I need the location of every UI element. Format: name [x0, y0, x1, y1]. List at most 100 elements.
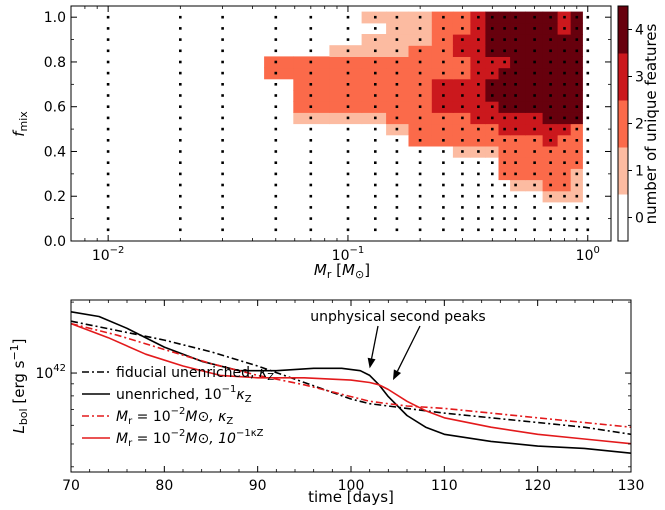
grid-marker [533, 105, 536, 108]
grid-marker [274, 172, 278, 176]
grid-marker [274, 183, 278, 187]
grid-marker [549, 15, 552, 19]
grid-marker [346, 49, 350, 53]
grid-marker [575, 172, 579, 176]
grid-marker [549, 194, 552, 198]
grid-marker [477, 139, 480, 142]
colorbar-segment [618, 194, 628, 242]
grid-marker [491, 183, 494, 187]
grid-marker [503, 105, 506, 108]
annotation-arrow-shaft [396, 325, 421, 372]
grid-marker [179, 83, 182, 86]
grid-marker [221, 116, 224, 120]
grid-marker [442, 60, 445, 64]
grid-marker [503, 172, 506, 176]
grid-marker [533, 38, 536, 41]
grid-marker [274, 206, 278, 209]
grid-marker [346, 150, 350, 153]
grid-marker [503, 217, 506, 220]
grid-marker [461, 172, 464, 176]
heatmap-cell [510, 22, 526, 35]
grid-marker [514, 194, 517, 198]
grid-marker [549, 150, 552, 153]
grid-marker [477, 206, 480, 209]
grid-marker [374, 116, 377, 120]
grid-marker [274, 15, 278, 19]
grid-marker [442, 105, 445, 108]
grid-marker [395, 194, 399, 198]
grid-marker [563, 127, 566, 131]
grid-marker [274, 217, 278, 220]
grid-marker [374, 94, 377, 97]
grid-marker [374, 161, 377, 164]
heatmap-cell [510, 56, 526, 69]
grid-marker [549, 183, 552, 187]
grid-marker [533, 27, 536, 30]
grid-marker [346, 139, 350, 142]
grid-marker [179, 116, 182, 120]
grid-marker [418, 49, 422, 53]
grid-marker [346, 27, 350, 30]
grid-marker [418, 116, 422, 120]
x-tick-label: 100 [338, 478, 365, 494]
grid-marker [549, 105, 552, 108]
grid-marker [418, 194, 422, 198]
grid-marker [549, 206, 552, 209]
grid-marker [179, 217, 182, 220]
grid-marker [461, 217, 464, 220]
grid-marker [533, 206, 536, 209]
grid-marker [533, 83, 536, 86]
grid-marker [575, 127, 579, 131]
grid-marker [575, 83, 579, 86]
grid-marker [514, 71, 517, 75]
grid-marker [274, 71, 278, 75]
x-tick-label: 70 [62, 478, 80, 494]
grid-marker [106, 150, 110, 153]
grid-marker [374, 15, 377, 19]
series-line [70, 322, 632, 428]
grid-marker [418, 228, 422, 232]
colorbar-segment [618, 100, 628, 148]
grid-marker [491, 217, 494, 220]
grid-marker [503, 15, 506, 19]
grid-marker [563, 27, 566, 30]
grid-marker [575, 27, 579, 30]
grid-marker [563, 183, 566, 187]
grid-marker [461, 161, 464, 164]
legend-label: Mr = 10−2M⊙, 10−1κZ [116, 428, 264, 449]
grid-marker [575, 217, 579, 220]
grid-marker [274, 150, 278, 153]
grid-marker [533, 15, 536, 19]
grid-marker [179, 228, 182, 232]
grid-marker [346, 71, 350, 75]
grid-marker [221, 150, 224, 153]
grid-marker [179, 94, 182, 97]
grid-marker [309, 105, 313, 108]
grid-marker [563, 83, 566, 86]
grid-marker [563, 105, 566, 108]
grid-marker [575, 15, 579, 19]
grid-marker [418, 183, 422, 187]
grid-marker [563, 15, 566, 19]
grid-marker [346, 105, 350, 108]
heatmap-cell [510, 179, 526, 192]
heatmap-cell [329, 56, 363, 69]
heatmap-cell [329, 67, 363, 80]
grid-marker [575, 49, 579, 53]
grid-marker [491, 127, 494, 131]
grid-marker [575, 150, 579, 153]
grid-marker [461, 71, 464, 75]
grid-marker [549, 127, 552, 131]
grid-marker [586, 38, 590, 41]
grid-marker [442, 139, 445, 142]
grid-marker [477, 27, 480, 30]
grid-marker [106, 161, 110, 164]
grid-marker [106, 71, 110, 75]
grid-marker [179, 206, 182, 209]
grid-marker [477, 116, 480, 120]
grid-marker [549, 172, 552, 176]
y-tick-label: 1042 [35, 363, 66, 382]
grid-marker [491, 38, 494, 41]
y-tick-label: 0.2 [44, 189, 66, 205]
